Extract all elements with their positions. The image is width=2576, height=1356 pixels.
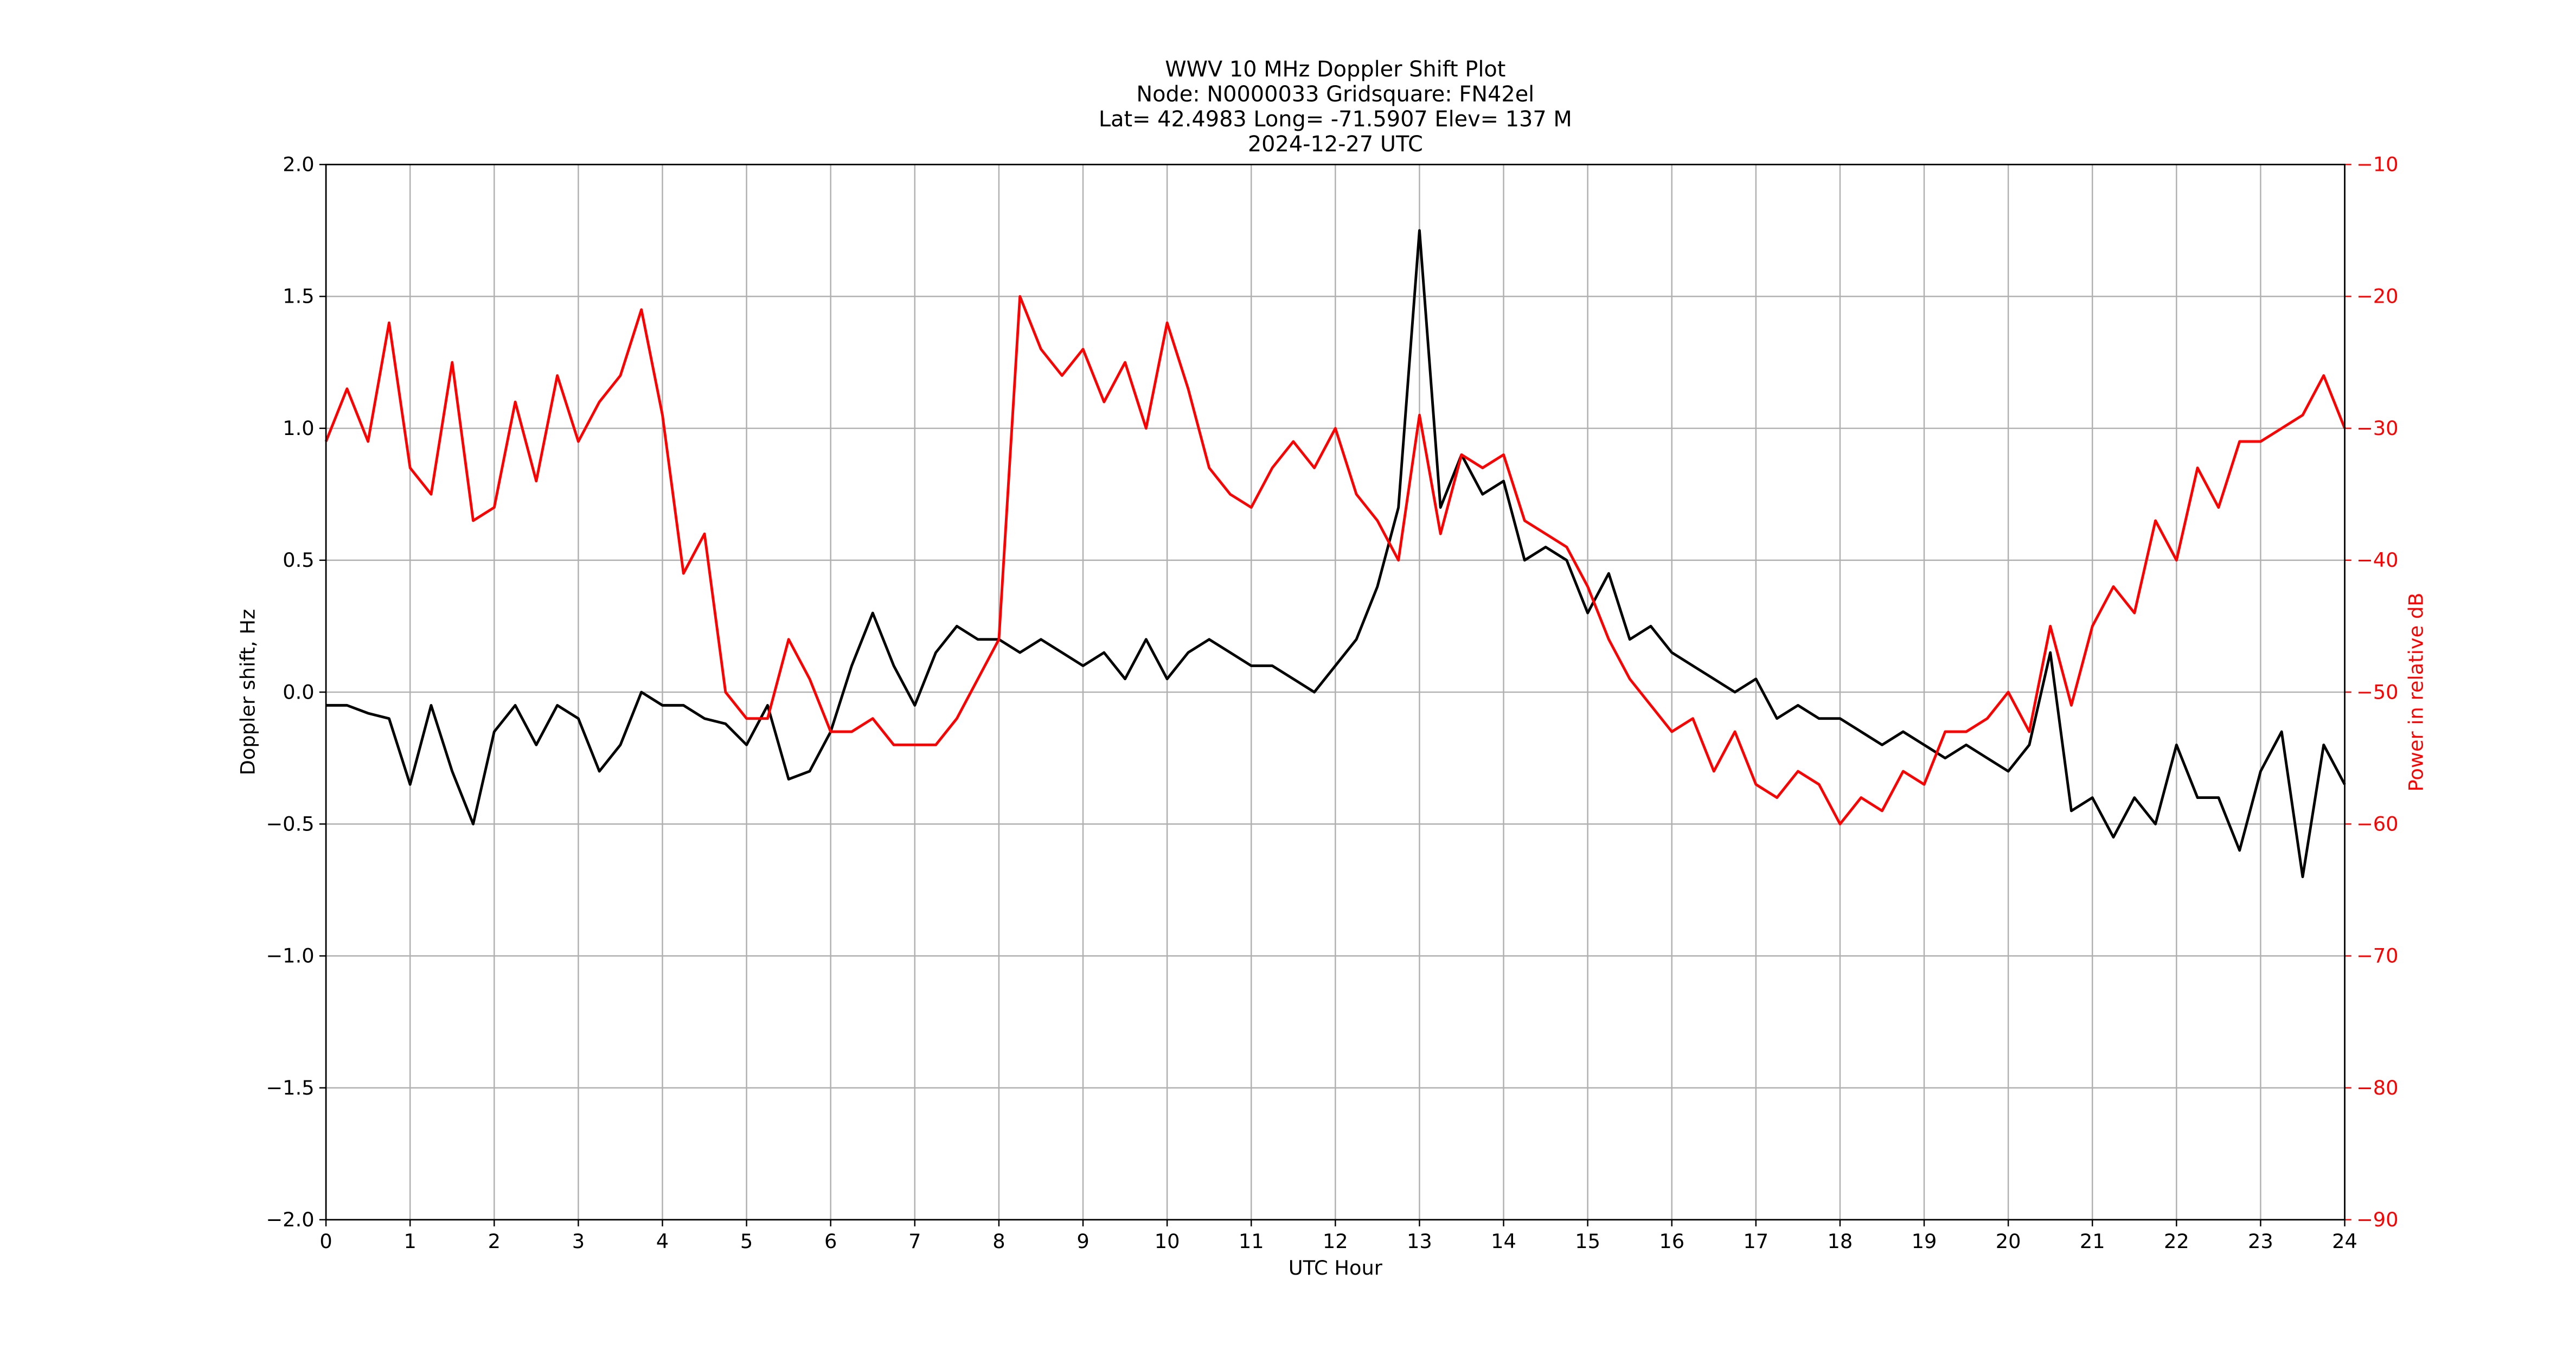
y2-axis-label: Power in relative dB [2405, 593, 2428, 792]
y2-tick-label: −50 [2356, 680, 2399, 703]
y2-tick-label: −10 [2356, 153, 2399, 176]
x-tick-label: 19 [1912, 1230, 1937, 1253]
y2-tick-label: −30 [2356, 417, 2399, 440]
x-tick-label: 10 [1155, 1230, 1180, 1253]
data-line [326, 229, 2346, 878]
y2-tick-label: −80 [2356, 1076, 2399, 1099]
y-tick-label: −1.0 [266, 944, 314, 968]
y-tick-label: 1.0 [283, 417, 314, 440]
x-tick-label: 3 [572, 1230, 585, 1253]
y2-tick-label: −70 [2356, 944, 2399, 968]
x-tick-label: 15 [1575, 1230, 1600, 1253]
x-tick-label: 24 [2332, 1230, 2357, 1253]
x-tick-label: 11 [1239, 1230, 1264, 1253]
x-tick-label: 22 [2164, 1230, 2189, 1253]
y-tick-label: 2.0 [283, 153, 314, 176]
x-tick-label: 9 [1076, 1230, 1089, 1253]
y-axis-label: Doppler shift, Hz [236, 609, 259, 776]
y2-tick-label: −20 [2356, 285, 2399, 308]
x-tick-label: 4 [656, 1230, 669, 1253]
x-tick-label: 13 [1407, 1230, 1432, 1253]
x-tick-label: 23 [2248, 1230, 2273, 1253]
y-tick-label: 0.5 [283, 548, 314, 572]
y2-tick-label: −60 [2356, 812, 2399, 835]
data-line [324, 295, 2346, 826]
x-tick-label: 18 [1828, 1230, 1853, 1253]
y-tick-label: −0.5 [266, 812, 314, 835]
x-tick-label: 20 [1996, 1230, 2021, 1253]
x-tick-label: 17 [1743, 1230, 1768, 1253]
x-tick-label: 8 [992, 1230, 1005, 1253]
x-tick-label: 5 [740, 1230, 753, 1253]
chart-title: Node: N0000033 Gridsquare: FN42el [1136, 82, 1534, 107]
y-tick-label: 1.5 [283, 285, 314, 308]
x-tick-label: 0 [319, 1230, 332, 1253]
chart-title: Lat= 42.4983 Long= -71.5907 Elev= 137 M [1099, 107, 1572, 132]
x-tick-label: 1 [404, 1230, 416, 1253]
y-tick-label: 0.0 [283, 680, 314, 703]
y2-tick-label: −40 [2356, 548, 2399, 572]
chart-title: WWV 10 MHz Doppler Shift Plot [1165, 57, 1505, 82]
y2-tick-label: −90 [2356, 1208, 2399, 1231]
x-tick-label: 16 [1659, 1230, 1684, 1253]
x-tick-label: 2 [488, 1230, 501, 1253]
x-tick-label: 12 [1323, 1230, 1348, 1253]
x-axis-label: UTC Hour [1289, 1256, 1383, 1280]
x-tick-label: 6 [824, 1230, 837, 1253]
y-tick-label: −1.5 [266, 1076, 314, 1099]
x-tick-label: 7 [908, 1230, 921, 1253]
x-tick-label: 14 [1491, 1230, 1516, 1253]
y-tick-label: −2.0 [266, 1208, 314, 1231]
plot-frame [325, 163, 2346, 1221]
x-tick-label: 21 [2080, 1230, 2105, 1253]
chart-title: 2024-12-27 UTC [1248, 132, 1423, 157]
